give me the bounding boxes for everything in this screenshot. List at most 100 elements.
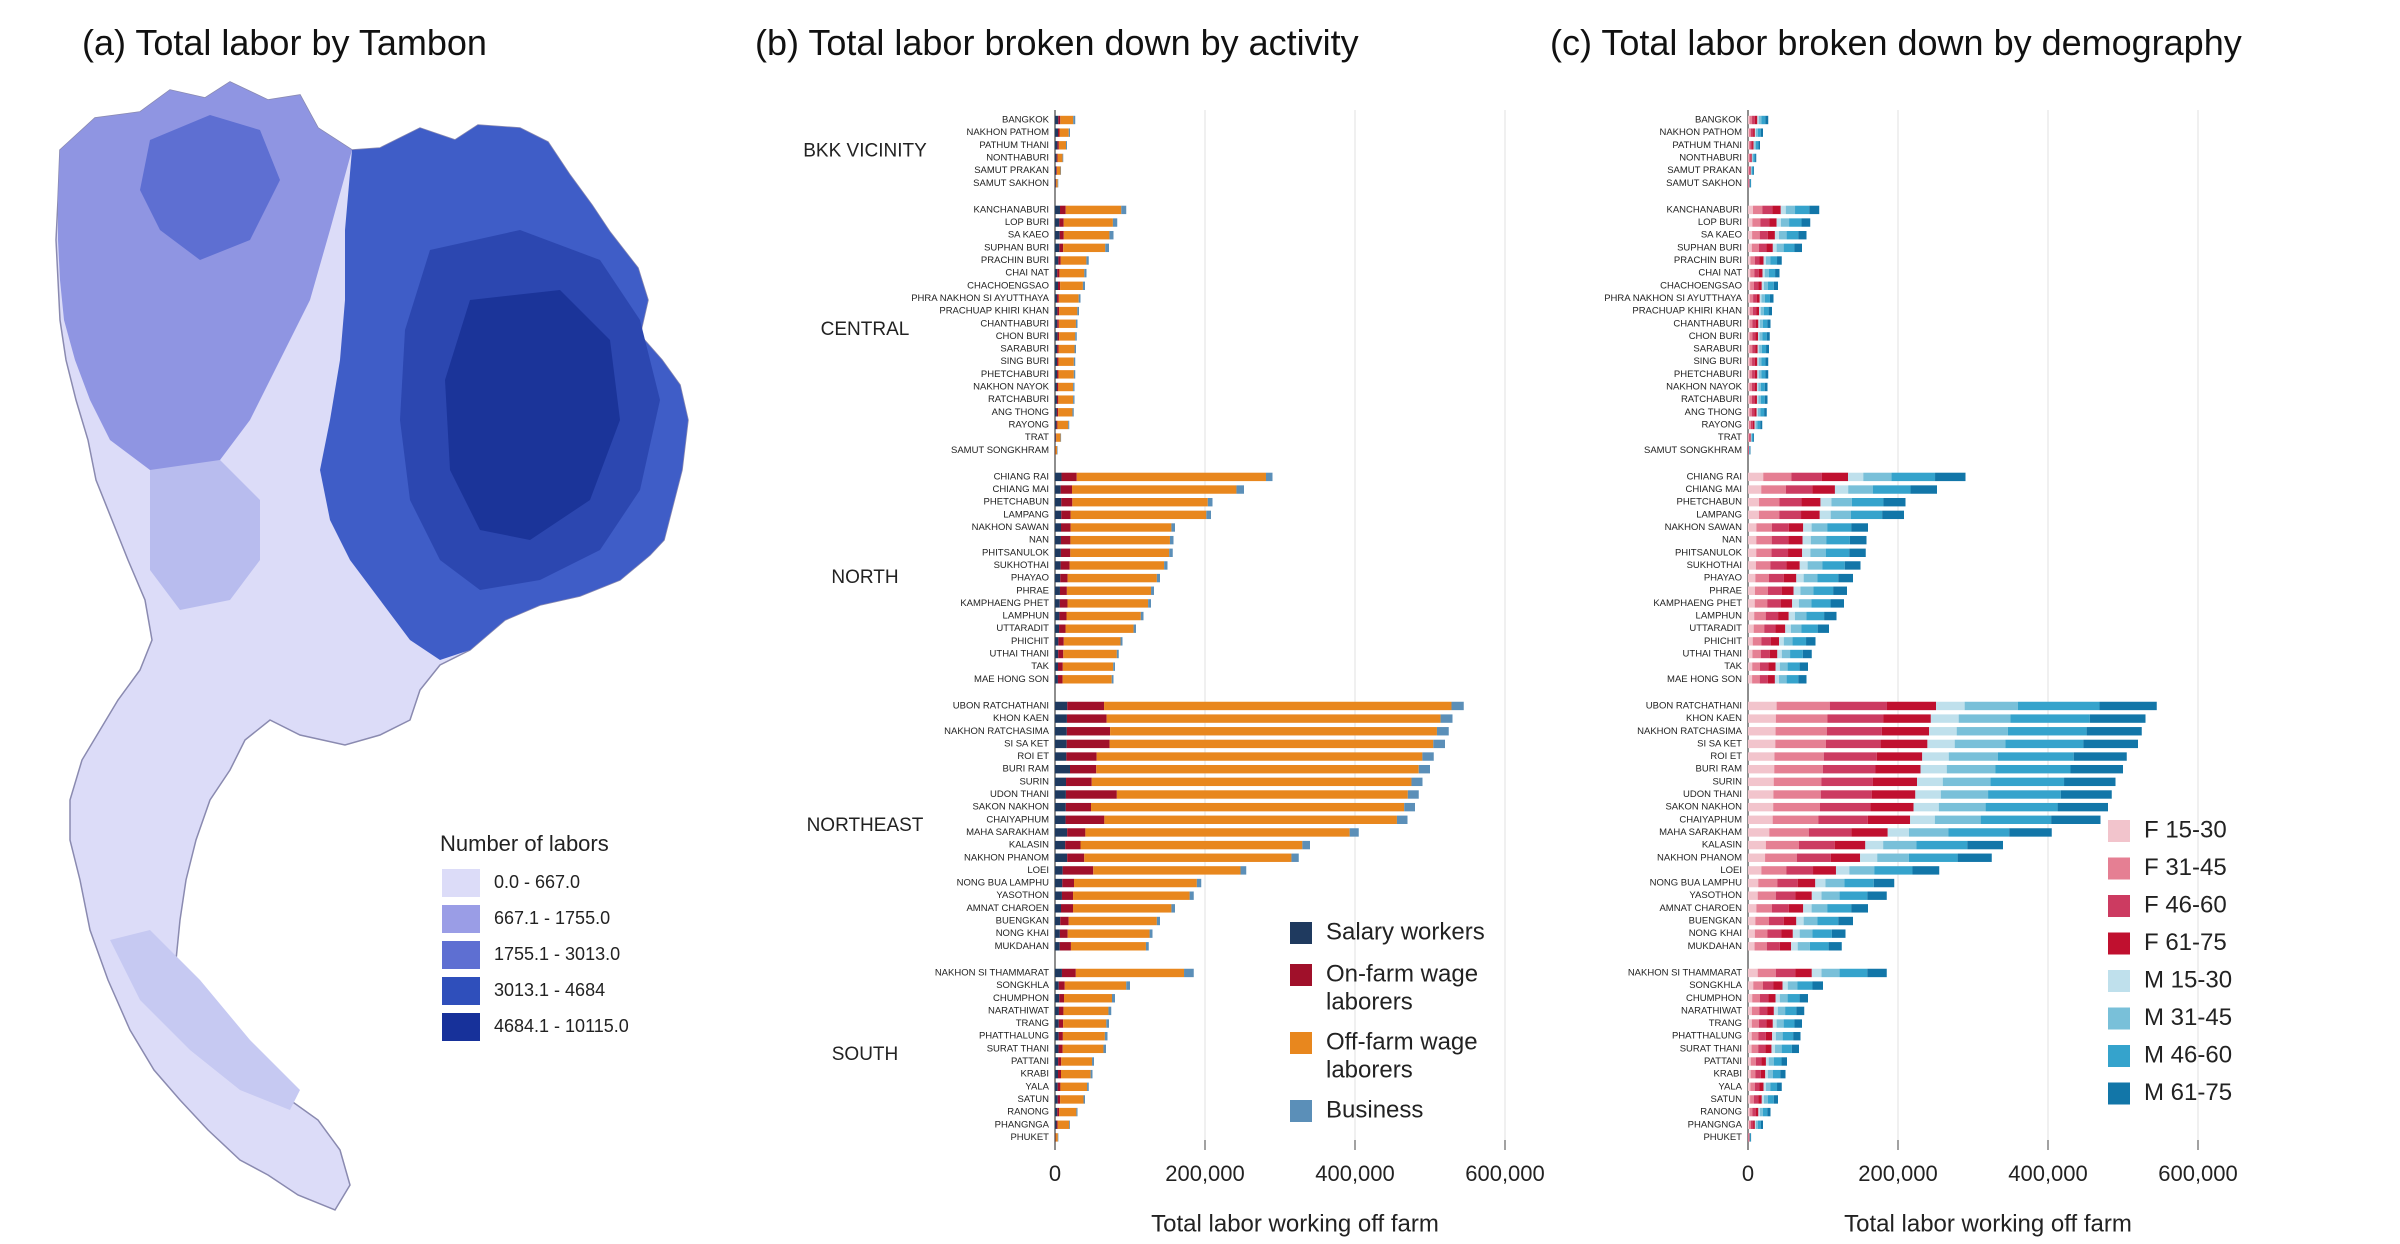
province-label: KRABI <box>1713 1069 1742 1080</box>
bar-segment <box>1874 866 1913 875</box>
bar-segment <box>1059 205 1066 215</box>
bar-segment <box>1750 1057 1756 1066</box>
bar-segment <box>1058 408 1073 417</box>
bar-segment <box>1055 611 1060 621</box>
bar-segment <box>1788 548 1803 557</box>
bar-segment <box>1764 395 1768 404</box>
bar-segment <box>1775 624 1786 633</box>
bar-segment <box>1752 1107 1756 1117</box>
bar-segment <box>1756 904 1772 913</box>
bar-segment <box>1812 929 1832 938</box>
bar-segment <box>1762 268 1765 278</box>
province-label: NAKHON SI THAMMARAT <box>935 967 1049 978</box>
bar-segment <box>1754 1120 1756 1129</box>
bar-segment <box>1057 319 1059 328</box>
bar-segment <box>1065 815 1105 824</box>
bar-segment <box>1748 624 1754 633</box>
province-label: TRAT <box>1718 432 1742 443</box>
province-label: PHITSANULOK <box>1675 547 1743 558</box>
bar-segment <box>1059 929 1068 938</box>
bar-segment <box>1055 714 1067 723</box>
bar-segment <box>1754 942 1767 951</box>
bar-segment <box>1065 790 1117 799</box>
province-label: SATUN <box>1711 1094 1743 1105</box>
province-label: CHON BURI <box>996 331 1049 342</box>
bar-segment <box>1794 1019 1802 1028</box>
bar-segment <box>1751 128 1754 137</box>
bar-segment <box>1059 942 1071 951</box>
bar-segment <box>1754 611 1766 621</box>
bar-segment <box>1788 535 1803 545</box>
bar-segment <box>1748 153 1750 163</box>
bar-segment <box>1055 968 1062 978</box>
province-label: CHIANG RAI <box>1687 471 1742 482</box>
bar-segment <box>1055 727 1067 736</box>
province-label: SARABURI <box>1693 344 1742 355</box>
bar-segment <box>1920 765 1947 774</box>
bar-segment <box>1873 878 1895 888</box>
bar-segment <box>2089 714 2146 723</box>
bar-segment <box>1055 752 1067 761</box>
bar-segment <box>1839 968 1868 978</box>
legend-label-line: laborers <box>1326 988 1413 1015</box>
bar-segment <box>1759 306 1761 316</box>
province-label: BUENGKAN <box>1689 916 1742 927</box>
bar-segment <box>1748 891 1758 900</box>
bar-segment <box>1930 714 1959 723</box>
bar-segment <box>1831 498 1852 507</box>
bar-segment <box>1748 828 1770 837</box>
bar-segment <box>1934 815 1981 824</box>
bar-segment <box>1757 891 1776 900</box>
bar-segment <box>1765 370 1769 379</box>
bar-segment <box>1754 370 1758 379</box>
province-label: KAMPHAENG PHET <box>1653 598 1742 609</box>
bar-segment <box>1755 561 1771 570</box>
legend-title: Number of labors <box>440 831 609 856</box>
bar-segment <box>1811 599 1831 608</box>
bar-segment <box>1826 739 1881 749</box>
bar-segment <box>1775 1032 1783 1041</box>
bar-segment <box>1755 1069 1761 1079</box>
province-label: SI SA KET <box>1697 738 1742 749</box>
bar-segment <box>1055 624 1060 633</box>
bar-segment <box>1813 866 1836 875</box>
bar-segment <box>1823 752 1877 761</box>
bar-segment <box>1867 815 1911 824</box>
bar-segment <box>1056 166 1061 175</box>
legend-swatch <box>1290 1100 1312 1122</box>
bar-segment <box>1796 916 1804 926</box>
bar-segment <box>1156 916 1160 926</box>
bar-segment <box>1055 637 1059 646</box>
bar-segment <box>1835 866 1850 875</box>
bar-segment <box>1748 1095 1751 1104</box>
panel-b-title: (b) Total labor broken down by activity <box>755 22 1359 63</box>
bar-segment <box>1756 382 1759 392</box>
bar-segment <box>1066 714 1107 723</box>
bar-segment <box>1057 294 1059 303</box>
bar-segment <box>1957 853 1992 862</box>
bar-segment <box>1752 675 1760 684</box>
bar-segment <box>1860 853 1878 862</box>
bar-segment <box>1070 535 1170 545</box>
bar-segment <box>1060 281 1083 290</box>
bar-segment <box>1058 1069 1061 1079</box>
bar-segment <box>1748 675 1753 684</box>
bar-segment <box>1748 472 1764 482</box>
bar-segment <box>1769 573 1784 583</box>
bar-segment <box>1810 535 1827 545</box>
bar-segment <box>1058 319 1076 328</box>
bar-segment <box>1756 535 1772 545</box>
bar-segment <box>1055 840 1066 850</box>
bar-segment <box>1748 268 1751 278</box>
bar-segment <box>1780 599 1793 608</box>
bar-segment <box>1827 904 1852 913</box>
bar-segment <box>1755 1120 1758 1129</box>
bar-segment <box>1825 878 1845 888</box>
bar-segment <box>1748 599 1755 608</box>
bar-segment <box>1770 256 1778 265</box>
bar-segment <box>1748 218 1753 227</box>
bar-segment <box>1750 141 1753 150</box>
bar-segment <box>1067 929 1150 938</box>
bar-segment <box>1755 319 1759 328</box>
bar-segment <box>1761 357 1766 366</box>
